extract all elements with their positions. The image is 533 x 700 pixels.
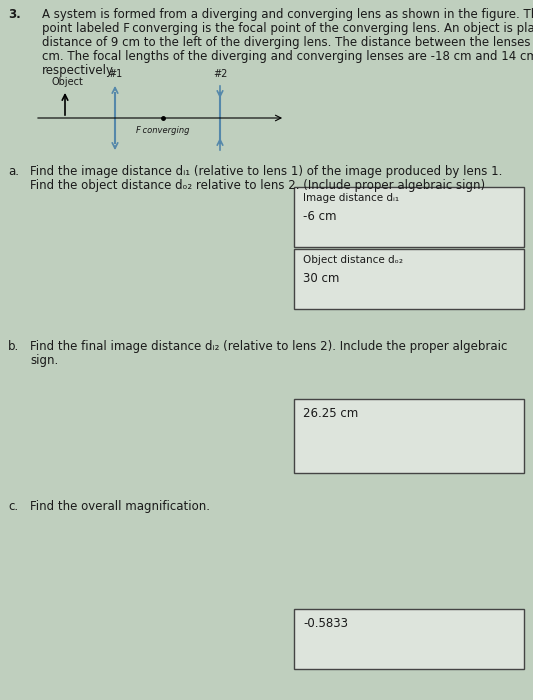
Text: 30 cm: 30 cm [303, 272, 340, 285]
Text: c.: c. [8, 500, 18, 513]
Text: -6 cm: -6 cm [303, 210, 336, 223]
Text: 3.: 3. [8, 8, 21, 21]
Text: F converging: F converging [136, 126, 190, 135]
FancyBboxPatch shape [294, 187, 524, 247]
Text: respectively.: respectively. [42, 64, 116, 77]
Text: Object distance dₒ₂: Object distance dₒ₂ [303, 255, 403, 265]
FancyBboxPatch shape [294, 609, 524, 669]
Text: a.: a. [8, 165, 19, 178]
Text: b.: b. [8, 340, 19, 353]
Text: 26.25 cm: 26.25 cm [303, 407, 358, 420]
FancyBboxPatch shape [294, 399, 524, 473]
Text: Find the overall magnification.: Find the overall magnification. [30, 500, 210, 513]
Text: #2: #2 [213, 69, 227, 79]
Text: distance of 9 cm to the left of the diverging lens. The distance between the len: distance of 9 cm to the left of the dive… [42, 36, 533, 49]
Text: Object: Object [51, 77, 83, 87]
Text: -0.5833: -0.5833 [303, 617, 348, 630]
Text: Find the object distance dₒ₂ relative to lens 2. (Include proper algebraic sign): Find the object distance dₒ₂ relative to… [30, 179, 485, 192]
Text: Image distance dᵢ₁: Image distance dᵢ₁ [303, 193, 399, 203]
Text: point labeled F converging is the focal point of the converging lens. An object : point labeled F converging is the focal … [42, 22, 533, 35]
Text: A system is formed from a diverging and converging lens as shown in the figure. : A system is formed from a diverging and … [42, 8, 533, 21]
Text: cm. The focal lengths of the diverging and converging lenses are -18 cm and 14 c: cm. The focal lengths of the diverging a… [42, 50, 533, 63]
Text: Find the image distance dᵢ₁ (relative to lens 1) of the image produced by lens 1: Find the image distance dᵢ₁ (relative to… [30, 165, 503, 178]
Text: sign.: sign. [30, 354, 58, 367]
FancyBboxPatch shape [294, 249, 524, 309]
Text: #1: #1 [108, 69, 122, 79]
Text: Find the final image distance dᵢ₂ (relative to lens 2). Include the proper algeb: Find the final image distance dᵢ₂ (relat… [30, 340, 507, 353]
